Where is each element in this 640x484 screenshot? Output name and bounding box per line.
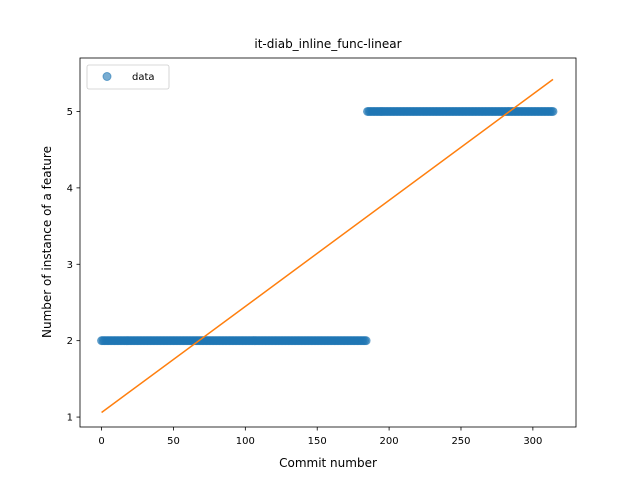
- legend-marker-data: [102, 72, 112, 81]
- axes-frame: [79, 57, 577, 428]
- x-tick-label: 50: [167, 436, 180, 447]
- x-tick-label: 150: [308, 436, 327, 447]
- legend-label-data: data: [132, 72, 155, 83]
- x-tick-label: 0: [98, 436, 104, 447]
- legend-box: [86, 64, 170, 90]
- y-axis-label: Number of instance of a feature: [40, 146, 54, 338]
- y-tick-label: 5: [67, 107, 73, 118]
- fit-line: [101, 78, 554, 414]
- x-tick-label: 200: [380, 436, 399, 447]
- data-point: [361, 336, 371, 346]
- x-tick-label: 300: [523, 436, 542, 447]
- legend: data: [86, 64, 170, 90]
- x-tick-label: 100: [236, 436, 255, 447]
- data-point: [548, 106, 558, 116]
- x-tick-label: 250: [451, 436, 470, 447]
- y-tick-label: 3: [67, 260, 73, 271]
- x-axis: 0 50 100 150 200 250 300: [98, 427, 542, 447]
- plot-area: [97, 78, 558, 414]
- y-axis: 1 2 3 4 5: [67, 107, 80, 424]
- y-tick-label: 4: [67, 183, 73, 194]
- x-axis-label: Commit number: [279, 456, 377, 470]
- y-tick-label: 1: [67, 413, 73, 424]
- y-tick-label: 2: [67, 336, 73, 347]
- chart-title: it-diab_inline_func-linear: [254, 37, 401, 51]
